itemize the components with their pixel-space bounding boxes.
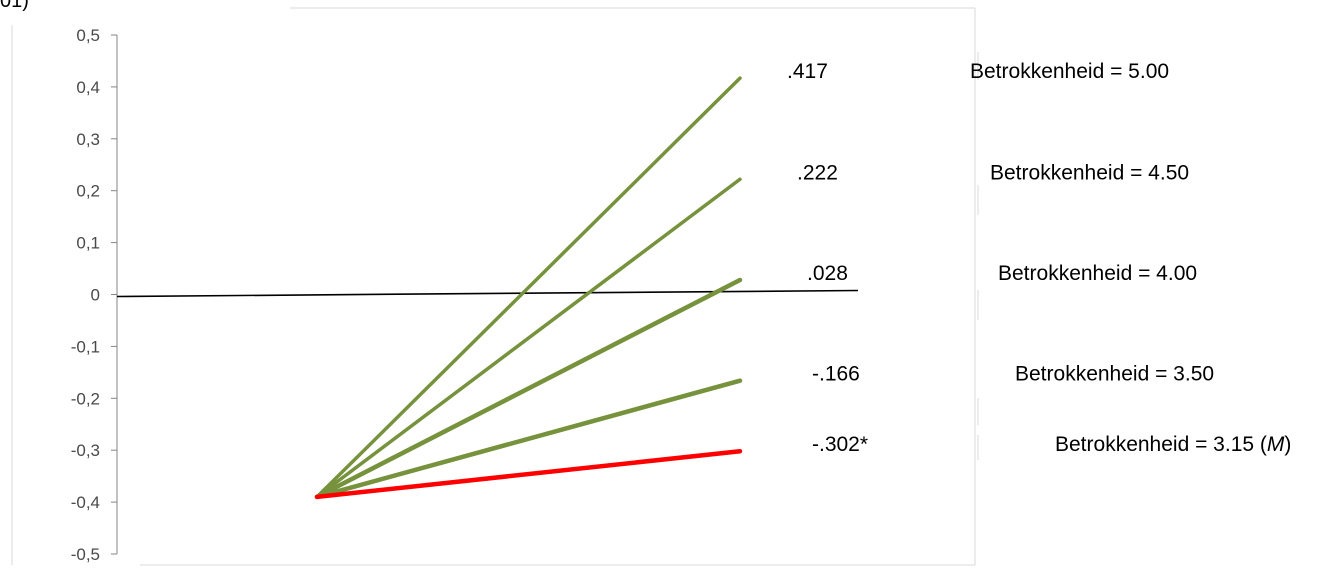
value-label-3: .028 — [807, 262, 848, 285]
series-lines — [314, 76, 743, 500]
y-axis: 0,5 0,4 0,3 0,2 0,1 0 -0,1 -0,2 -0,3 -0,4 -0,5 — [71, 26, 118, 564]
level-label-3: Betrokkenheid = 4.00 — [998, 262, 1197, 285]
y-tick-label: 0,2 — [76, 182, 100, 201]
plot-frame — [11, 7, 979, 566]
corner-text: 01) — [0, 0, 29, 12]
y-tick-label: -0,1 — [71, 337, 100, 356]
value-labels: .417 .222 .028 -.166 -.302* — [787, 60, 868, 456]
value-label-2: .222 — [797, 161, 838, 184]
y-tick-label: 0,4 — [76, 78, 100, 97]
series-line-5 — [314, 448, 743, 500]
y-tick-label: -0,4 — [71, 493, 100, 512]
series-line-1 — [315, 76, 742, 499]
y-tick-label: 0,5 — [76, 26, 100, 45]
series-line-2 — [315, 177, 742, 499]
value-label-1: .417 — [787, 60, 828, 83]
y-tick-label: -0,3 — [71, 441, 100, 460]
y-tick-label: -0,2 — [71, 389, 100, 408]
y-tick-label: 0,1 — [76, 234, 100, 253]
level-label-2: Betrokkenheid = 4.50 — [990, 161, 1189, 184]
level-label-1: Betrokkenheid = 5.00 — [970, 60, 1169, 83]
series-line-4 — [314, 378, 743, 500]
series-line-3 — [314, 277, 743, 500]
level-label-italic: M — [1267, 433, 1285, 456]
y-tick-label: 0 — [91, 286, 100, 305]
value-label-4: -.166 — [812, 363, 860, 386]
level-label-4: Betrokkenheid = 3.50 — [1015, 363, 1214, 386]
level-label-5: Betrokkenheid = 3.15 (M) — [1055, 433, 1291, 456]
reference-line-zero — [116, 289, 859, 298]
y-tick-label: 0,3 — [76, 130, 100, 149]
level-label-suffix: ) — [1284, 433, 1291, 456]
level-labels: Betrokkenheid = 5.00 Betrokkenheid = 4.50… — [970, 60, 1291, 456]
y-tick-label: -0,5 — [71, 545, 100, 564]
zero-reference-line — [116, 289, 859, 298]
value-label-5: -.302* — [812, 433, 868, 456]
level-label-prefix: Betrokkenheid = 3.15 ( — [1055, 433, 1267, 456]
